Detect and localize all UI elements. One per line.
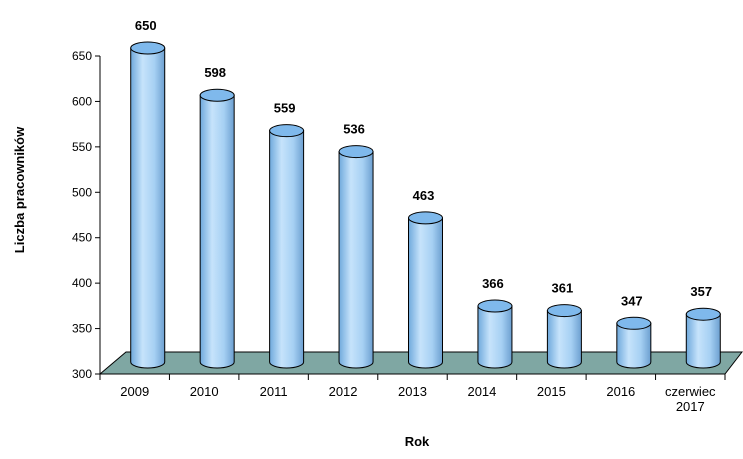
y-axis-title: Liczba pracowników <box>12 126 27 253</box>
data-label: 357 <box>690 284 712 299</box>
x-tick-label: 2011 <box>260 384 288 399</box>
y-tick-label: 550 <box>72 140 92 154</box>
x-tick-label: 2014 <box>467 384 496 399</box>
x-tick-label: czerwiec 2017 <box>665 384 716 414</box>
bar-top <box>338 145 374 159</box>
bar-top <box>199 88 235 102</box>
x-tick-label: 2012 <box>329 384 358 399</box>
x-tick-label: 2013 <box>398 384 427 399</box>
data-label: 366 <box>482 276 504 291</box>
x-tick-label: 2016 <box>606 384 635 399</box>
bar-2011 <box>269 130 305 369</box>
data-label: 361 <box>552 281 574 296</box>
y-tick-label: 400 <box>72 276 92 290</box>
bar-2012 <box>338 151 374 369</box>
bar-top <box>408 211 443 225</box>
bar-2016 <box>616 322 652 369</box>
bar-czerwiec-2017 <box>685 313 721 369</box>
y-tick-label: 650 <box>72 49 92 63</box>
bar-2015 <box>546 310 582 369</box>
x-tick-label: 2015 <box>537 384 566 399</box>
data-label: 347 <box>621 293 643 308</box>
data-label: 598 <box>204 65 226 80</box>
bar-top <box>685 307 721 321</box>
x-axis-title: Rok <box>405 434 430 449</box>
data-label: 463 <box>413 188 435 203</box>
y-tick-label: 350 <box>72 322 92 336</box>
y-tick-label: 450 <box>72 231 92 245</box>
data-label: 559 <box>274 101 296 116</box>
bar-2013 <box>408 217 443 369</box>
bar-top <box>616 316 652 330</box>
x-tick-label: 2009 <box>120 384 149 399</box>
bar-2009 <box>130 47 166 369</box>
bar-top <box>269 124 305 138</box>
y-tick-label: 300 <box>72 367 92 381</box>
data-label: 650 <box>135 18 157 33</box>
bar-top <box>477 299 513 313</box>
bar-top <box>546 304 582 318</box>
bar-2014 <box>477 305 513 369</box>
x-tick-label: 2010 <box>190 384 219 399</box>
bar-2010 <box>199 94 235 369</box>
y-tick-label: 600 <box>72 94 92 108</box>
bar-top <box>130 41 166 55</box>
y-tick-label: 500 <box>72 185 92 199</box>
data-label: 536 <box>343 122 365 137</box>
